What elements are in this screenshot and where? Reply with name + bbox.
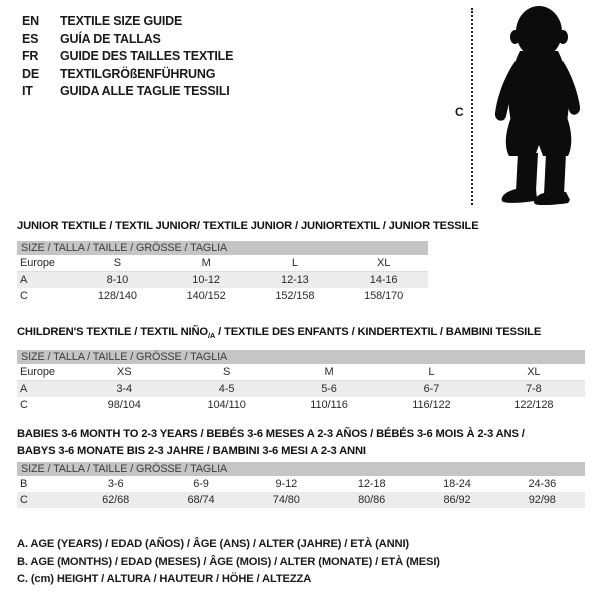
language-title: GUÍA DE TALLAS bbox=[60, 31, 161, 46]
table-header-bar: SIZE / TALLA / TAILLE / GRÖSSE / TAGLIA bbox=[17, 241, 428, 255]
language-row-en: EN TEXTILE SIZE GUIDE bbox=[22, 13, 233, 31]
table-cell: 86/92 bbox=[443, 494, 471, 506]
heading-text: CHILDREN'S TEXTILE / TEXTIL NIÑO bbox=[17, 326, 208, 338]
table-cell: 12-18 bbox=[357, 478, 386, 490]
table-cell: 92/98 bbox=[528, 494, 556, 506]
table-row-age-months: B 3-6 6-9 9-12 12-18 18-24 24-36 bbox=[17, 476, 585, 492]
height-measure-line bbox=[471, 8, 473, 205]
table-cell: 140/152 bbox=[186, 290, 226, 302]
note-age-years: A. AGE (YEARS) / EDAD (AÑOS) / ÂGE (ANS)… bbox=[17, 538, 409, 550]
table-cell: M bbox=[324, 366, 334, 379]
table-cell: XS bbox=[116, 366, 132, 379]
language-title: TEXTILE SIZE GUIDE bbox=[60, 14, 183, 28]
section-babies-textile: BABIES 3-6 MONTH TO 2-3 YEARS / BEBÉS 3-… bbox=[17, 426, 585, 508]
row-label: B bbox=[20, 478, 28, 490]
table-cell: 9-12 bbox=[275, 478, 298, 490]
note-height-cm: C. (cm) HEIGHT / ALTURA / HAUTEUR / HÖHE… bbox=[17, 573, 312, 586]
table-cell: 110/116 bbox=[310, 399, 348, 412]
section-heading: JUNIOR TEXTILE / TEXTIL JUNIOR/ TEXTILE … bbox=[17, 220, 479, 232]
table-cell: 62/68 bbox=[102, 494, 130, 506]
row-label: C bbox=[20, 494, 28, 506]
language-row-it: IT GUIDA ALLE TAGLIE TESSILI bbox=[22, 83, 233, 101]
table-header-bar: SIZE / TALLA / TAILLE / GRÖSSE / TAGLIA bbox=[17, 462, 585, 476]
table-cell: L bbox=[428, 366, 435, 379]
table-cell: 122/128 bbox=[514, 399, 554, 412]
babies-size-table: SIZE / TALLA / TAILLE / GRÖSSE / TAGLIA … bbox=[17, 462, 585, 508]
heading-text: / TEXTILE DES ENFANTS / KINDERTEXTIL / B… bbox=[215, 326, 542, 338]
table-cell: S bbox=[222, 366, 231, 379]
table-row-height: C 98/104 104/110 110/116 116/122 122/128 bbox=[17, 397, 585, 413]
row-label: Europe bbox=[20, 257, 55, 269]
table-cell: 152/158 bbox=[275, 290, 315, 302]
table-cell: 158/170 bbox=[364, 290, 404, 302]
language-title-list: EN TEXTILE SIZE GUIDE ES GUÍA DE TALLAS … bbox=[22, 13, 233, 101]
table-cell: M bbox=[201, 257, 211, 269]
table-cell: S bbox=[113, 257, 121, 269]
table-cell: 3-4 bbox=[116, 383, 132, 396]
language-title: GUIDA ALLE TAGLIE TESSILI bbox=[60, 84, 230, 99]
language-code: EN bbox=[22, 14, 39, 28]
language-title: GUIDE DES TAILLES TEXTILE bbox=[60, 49, 234, 64]
table-cell: 68/74 bbox=[187, 494, 215, 506]
row-label: C bbox=[20, 290, 28, 302]
table-cell: 24-36 bbox=[528, 478, 557, 490]
heading-subscript: /A bbox=[207, 331, 216, 341]
table-row-europe: Europe S M L XL bbox=[17, 255, 428, 272]
height-measure-label: C bbox=[455, 105, 464, 119]
language-row-de: DE TEXTILGRÖßENFÜHRUNG bbox=[22, 66, 233, 84]
toddler-silhouette-icon bbox=[494, 6, 581, 205]
junior-size-table: SIZE / TALLA / TAILLE / GRÖSSE / TAGLIA … bbox=[17, 241, 428, 304]
language-row-fr: FR GUIDE DES TAILLES TEXTILE bbox=[22, 48, 233, 66]
table-cell: 7-8 bbox=[526, 383, 542, 396]
table-cell: 5-6 bbox=[321, 383, 337, 396]
table-row-age: A 8-10 10-12 12-13 14-16 bbox=[17, 272, 428, 288]
row-label: A bbox=[20, 274, 28, 286]
table-cell: 6-9 bbox=[193, 478, 209, 490]
table-cell: 8-10 bbox=[106, 274, 129, 286]
table-cell: 4-5 bbox=[218, 383, 235, 396]
language-code: ES bbox=[22, 31, 39, 46]
section-junior-textile: JUNIOR TEXTILE / TEXTIL JUNIOR/ TEXTILE … bbox=[17, 218, 479, 304]
note-age-months: B. AGE (MONTHS) / EDAD (MESES) / ÂGE (MO… bbox=[17, 555, 440, 568]
language-row-es: ES GUÍA DE TALLAS bbox=[22, 31, 233, 49]
table-cell: 3-6 bbox=[107, 478, 124, 490]
table-cell: 74/80 bbox=[272, 494, 300, 506]
table-cell: 116/122 bbox=[412, 399, 451, 412]
row-label: C bbox=[20, 399, 28, 412]
table-cell: 80/86 bbox=[358, 494, 386, 506]
table-row-europe: Europe XS S M L XL bbox=[17, 364, 585, 382]
section-heading: CHILDREN'S TEXTILE / TEXTIL NIÑO/A / TEX… bbox=[17, 324, 585, 344]
table-cell: 18-24 bbox=[443, 478, 471, 490]
legend-notes: A. AGE (YEARS) / EDAD (AÑOS) / ÂGE (ANS)… bbox=[17, 536, 440, 589]
table-cell: 104/110 bbox=[207, 399, 246, 412]
section-heading-line1: BABIES 3-6 MONTH TO 2-3 YEARS / BEBÉS 3-… bbox=[17, 428, 525, 440]
table-header-bar: SIZE / TALLA / TAILLE / GRÖSSE / TAGLIA bbox=[17, 350, 585, 365]
table-cell: XL bbox=[527, 366, 541, 379]
table-cell: 12-13 bbox=[281, 274, 309, 286]
language-title: TEXTILGRÖßENFÜHRUNG bbox=[60, 66, 216, 81]
language-code: FR bbox=[22, 49, 39, 64]
table-cell: 98/104 bbox=[107, 399, 141, 412]
table-cell: 14-16 bbox=[369, 274, 398, 286]
table-row-height: C 62/68 68/74 74/80 80/86 86/92 92/98 bbox=[17, 492, 585, 508]
table-cell: 6-7 bbox=[423, 383, 440, 396]
language-code: IT bbox=[22, 84, 33, 99]
table-cell: XL bbox=[376, 257, 391, 269]
language-code: DE bbox=[22, 66, 39, 81]
table-cell: 128/140 bbox=[97, 290, 137, 302]
section-childrens-textile: CHILDREN'S TEXTILE / TEXTIL NIÑO/A / TEX… bbox=[17, 324, 585, 413]
table-row-height: C 128/140 140/152 152/158 158/170 bbox=[17, 288, 428, 304]
table-cell: 10-12 bbox=[192, 274, 220, 286]
row-label: A bbox=[20, 383, 28, 396]
children-size-table: SIZE / TALLA / TAILLE / GRÖSSE / TAGLIA … bbox=[17, 350, 585, 413]
row-label: Europe bbox=[20, 366, 55, 379]
table-row-age: A 3-4 4-5 5-6 6-7 7-8 bbox=[17, 381, 585, 398]
section-heading-line2: BABYS 3-6 MONATE BIS 2-3 JAHRE / BAMBINI… bbox=[17, 445, 366, 457]
table-cell: L bbox=[291, 257, 298, 269]
